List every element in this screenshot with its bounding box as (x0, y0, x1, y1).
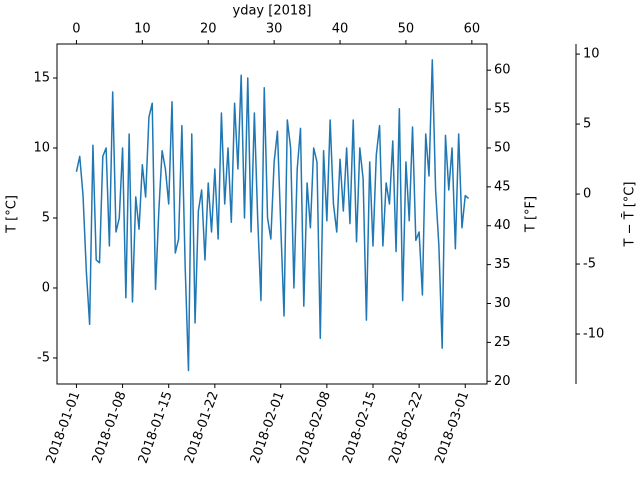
x2-tick-label: 20 (200, 22, 217, 37)
y2-tick-label: 40 (494, 218, 511, 233)
x2-tick-label: 50 (398, 22, 415, 37)
y-axis-label: T [°C] (5, 195, 20, 234)
y2-tick-label: 55 (494, 102, 511, 117)
data-line (75, 59, 470, 372)
y2-tick-label: 45 (494, 179, 511, 194)
x2-tick-label: 0 (72, 22, 80, 37)
y-tick-label: 15 (33, 71, 50, 86)
y-tick-label: -5 (37, 350, 50, 365)
x-tick-label: 2018-01-22 (182, 389, 222, 465)
x-tick-label: 2018-02-01 (248, 389, 288, 465)
y3-tick-label: 10 (583, 47, 600, 62)
y3-tick-label: -5 (583, 257, 596, 272)
y-tick-label: 5 (42, 210, 50, 225)
y2-tick-label: 60 (494, 63, 511, 78)
y2-tick-label: 20 (494, 374, 511, 389)
x-tick-label: 2018-02-15 (340, 389, 380, 465)
y-tick-label: 0 (42, 280, 50, 295)
plot-frame (56, 43, 488, 385)
y2-tick-label: 30 (494, 296, 511, 311)
y3-tick-label: 0 (583, 187, 591, 202)
x-tick-label: 2018-01-01 (44, 389, 84, 465)
x-tick-label: 2018-01-08 (90, 389, 130, 465)
y3-tick-label: 5 (583, 117, 591, 132)
y-tick-label: 10 (33, 141, 50, 156)
y2-tick-label: 50 (494, 140, 511, 155)
x-tick-label: 2018-02-22 (386, 389, 426, 465)
x-tick-label: 2018-03-01 (432, 389, 472, 465)
x-axis-label-top: yday [2018] (233, 4, 312, 19)
y2-tick-label: 35 (494, 257, 511, 272)
x-tick-label: 2018-02-08 (294, 389, 334, 465)
x-tick-label: 2018-01-15 (136, 389, 176, 465)
y3-axis-label: T − T̄ [°C] (622, 182, 637, 248)
x2-tick-label: 30 (266, 22, 283, 37)
x2-tick-label: 40 (332, 22, 349, 37)
y3-tick-label: -10 (583, 327, 604, 342)
x2-tick-label: 10 (134, 22, 151, 37)
x2-tick-label: 60 (464, 22, 481, 37)
y2-axis-label: T [°F] (524, 196, 539, 233)
y2-tick-label: 25 (494, 335, 511, 350)
